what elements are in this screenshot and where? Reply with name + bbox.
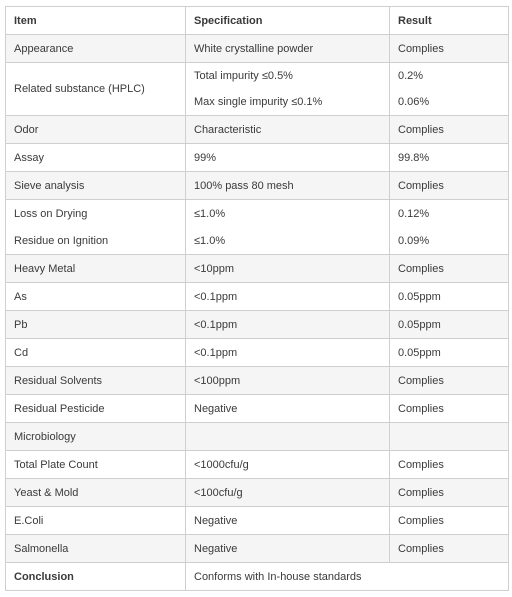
item-cell: Odor bbox=[5, 115, 186, 144]
table-row: Residue on Ignition ≤1.0% 0.09% bbox=[5, 227, 509, 255]
conclusion-label: Conclusion bbox=[5, 562, 186, 591]
table-row: Yeast & Mold <100cfu/g Complies bbox=[5, 478, 509, 507]
spec-cell: Negative bbox=[185, 394, 390, 423]
result-cell: Complies bbox=[389, 478, 509, 507]
result-cell: 0.05ppm bbox=[389, 282, 509, 311]
result-cell: Complies bbox=[389, 506, 509, 535]
spec-cell: <100cfu/g bbox=[185, 478, 390, 507]
table-row: Salmonella Negative Complies bbox=[5, 534, 509, 563]
table-row: Max single impurity ≤0.1% 0.06% bbox=[6, 89, 509, 116]
item-cell: Assay bbox=[5, 143, 186, 172]
table-row: Residual Pesticide Negative Complies bbox=[5, 394, 509, 423]
result-cell: Complies bbox=[389, 450, 509, 479]
table-row: Microbiology bbox=[5, 422, 509, 451]
conclusion-value: Conforms with In-house standards bbox=[185, 562, 509, 591]
spec-cell: <0.1ppm bbox=[185, 338, 390, 367]
spec-cell: <100ppm bbox=[185, 366, 390, 395]
result-cell: Complies bbox=[389, 171, 509, 200]
table-row: Heavy Metal <10ppm Complies bbox=[5, 254, 509, 283]
table-row: E.Coli Negative Complies bbox=[5, 506, 509, 535]
conclusion-row: Conclusion Conforms with In-house standa… bbox=[5, 562, 509, 591]
table-row: Appearance White crystalline powder Comp… bbox=[5, 34, 509, 63]
spec-cell: Negative bbox=[185, 506, 390, 535]
result-cell: 0.06% bbox=[389, 89, 509, 116]
result-cell: 0.12% bbox=[389, 199, 509, 227]
spec-cell: Total impurity ≤0.5% bbox=[185, 62, 390, 89]
table-row: Pb <0.1ppm 0.05ppm bbox=[5, 310, 509, 339]
spec-cell: Max single impurity ≤0.1% bbox=[185, 89, 390, 116]
spec-cell: 99% bbox=[185, 143, 390, 172]
item-cell: Residual Pesticide bbox=[5, 394, 186, 423]
table-row: Residual Solvents <100ppm Complies bbox=[5, 366, 509, 395]
table-row: Odor Characteristic Complies bbox=[5, 115, 509, 144]
header-specification: Specification bbox=[185, 6, 390, 35]
spec-cell: Negative bbox=[185, 534, 390, 563]
result-cell: 0.09% bbox=[389, 227, 509, 255]
table-row: Cd <0.1ppm 0.05ppm bbox=[5, 338, 509, 367]
spec-cell: White crystalline powder bbox=[185, 34, 390, 63]
item-cell: Related substance (HPLC) bbox=[5, 62, 186, 116]
item-cell: Cd bbox=[5, 338, 186, 367]
header-result: Result bbox=[389, 6, 509, 35]
item-cell: As bbox=[5, 282, 186, 311]
result-cell: Complies bbox=[389, 366, 509, 395]
spec-cell: 100% pass 80 mesh bbox=[185, 171, 390, 200]
item-cell: Pb bbox=[5, 310, 186, 339]
result-cell: 0.2% bbox=[389, 62, 509, 89]
result-cell: 0.05ppm bbox=[389, 310, 509, 339]
result-cell: Complies bbox=[389, 115, 509, 144]
table-row: Sieve analysis 100% pass 80 mesh Complie… bbox=[5, 171, 509, 200]
table-row: Related substance (HPLC) Total impurity … bbox=[5, 62, 509, 116]
spec-cell bbox=[185, 422, 390, 451]
item-cell: E.Coli bbox=[5, 506, 186, 535]
table-row: Total Plate Count <1000cfu/g Complies bbox=[5, 450, 509, 479]
spec-cell: <10ppm bbox=[185, 254, 390, 283]
spec-cell: Characteristic bbox=[185, 115, 390, 144]
spec-table-container: Item Specification Result Appearance Whi… bbox=[5, 6, 509, 591]
table-row: As <0.1ppm 0.05ppm bbox=[5, 282, 509, 311]
result-cell: 0.05ppm bbox=[389, 338, 509, 367]
header-row: Item Specification Result bbox=[5, 6, 509, 35]
item-cell: Total Plate Count bbox=[5, 450, 186, 479]
item-cell: Appearance bbox=[5, 34, 186, 63]
spec-cell: ≤1.0% bbox=[185, 199, 390, 227]
spec-cell: ≤1.0% bbox=[185, 227, 390, 255]
result-cell: Complies bbox=[389, 534, 509, 563]
item-cell: Salmonella bbox=[5, 534, 186, 563]
result-cell bbox=[389, 422, 509, 451]
item-cell: Residue on Ignition bbox=[5, 227, 186, 255]
result-cell: Complies bbox=[389, 34, 509, 63]
result-cell: 99.8% bbox=[389, 143, 509, 172]
item-cell: Loss on Drying bbox=[5, 199, 186, 227]
result-cell: Complies bbox=[389, 254, 509, 283]
header-item: Item bbox=[5, 6, 186, 35]
item-cell: Residual Solvents bbox=[5, 366, 186, 395]
spec-cell: <1000cfu/g bbox=[185, 450, 390, 479]
result-cell: Complies bbox=[389, 394, 509, 423]
table-row: Assay 99% 99.8% bbox=[5, 143, 509, 172]
table-row: Loss on Drying ≤1.0% 0.12% bbox=[5, 199, 509, 227]
item-cell: Heavy Metal bbox=[5, 254, 186, 283]
item-cell: Yeast & Mold bbox=[5, 478, 186, 507]
spec-cell: <0.1ppm bbox=[185, 282, 390, 311]
spec-cell: <0.1ppm bbox=[185, 310, 390, 339]
specification-table: Item Specification Result Appearance Whi… bbox=[5, 6, 509, 591]
item-cell: Sieve analysis bbox=[5, 171, 186, 200]
item-cell: Microbiology bbox=[5, 422, 186, 451]
